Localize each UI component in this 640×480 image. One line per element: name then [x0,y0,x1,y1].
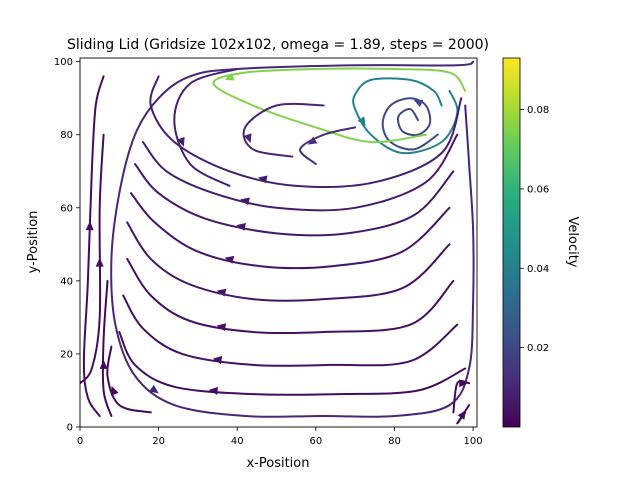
colorbar-tick-label: 0.08 [527,105,549,116]
streamline-16 [80,133,105,385]
colorbar-tick-label: 0.06 [527,184,549,195]
x-tick-label: 80 [388,436,401,447]
streamline-arrow-16 [95,257,104,267]
streamline-11 [118,331,467,396]
x-tick-label: 60 [309,436,322,447]
y-tick-label: 60 [60,203,73,214]
streamline-arrow-7 [224,255,235,264]
y-tick-label: 40 [60,276,73,287]
streamline-7 [130,192,451,270]
streamline-10 [122,294,459,367]
y-tick-label: 20 [60,349,73,360]
streamlines [80,60,475,425]
y-axis-label: y-Position [26,211,41,274]
streamline-6 [134,163,455,237]
streamline-arrow-5 [240,197,250,206]
streamline-arrow-6 [236,222,246,231]
y-tick-label: 0 [67,423,73,434]
streamline-arrow-13 [243,133,252,144]
streamline-1 [352,77,459,155]
streamline-arrow-17 [99,359,108,369]
colorbar [502,57,521,428]
streamline-arrow-18 [111,385,119,396]
streamline-15 [82,75,105,417]
colorbar-tick-label: 0.04 [527,264,549,275]
x-tick-label: 100 [464,436,483,447]
streamline-arrow-2 [224,73,235,81]
streamline-12 [173,68,239,187]
x-axis-label: x-Position [246,456,309,471]
x-tick-label: 20 [152,436,165,447]
streamline-8 [126,221,451,302]
streamline-arrow-8 [216,288,227,297]
x-tick-label: 0 [77,436,83,447]
x-axis-ticks: 0 20 40 60 80 100 [77,427,483,447]
plot-frame [79,57,478,428]
streamline-arrow-10 [212,356,223,364]
streamline-arrow-19 [457,409,466,420]
streamline-arrow-1 [357,116,366,127]
streamline-arrow-15 [85,221,94,231]
streamline-9 [126,257,455,335]
y-tick-label: 80 [60,130,73,141]
streamline-14 [299,126,357,165]
y-tick-label: 100 [54,57,73,68]
streamline-4 [149,75,463,188]
streamline-arrow-11 [208,386,218,395]
streamline-18 [106,345,152,414]
streamline-arrow-12 [177,136,185,147]
colorbar-ticks: 0.02 0.04 0.06 0.08 [520,105,549,354]
y-axis-ticks: 0 20 40 60 80 100 [54,57,80,434]
streamline-20 [452,380,471,414]
streamline-arrow-3 [149,384,159,394]
colorbar-tick-label: 0.02 [527,343,549,354]
x-tick-label: 40 [231,436,244,447]
streamline-5 [141,133,459,212]
streamline-arrow-20 [459,379,469,388]
streamline-0 [381,97,439,151]
streamline-2 [212,67,467,144]
streamline-arrow-4 [257,175,268,184]
chart-title: Sliding Lid (Gridsize 102x102, omega = 1… [67,37,489,53]
streamline-arrow-0 [413,99,424,108]
colorbar-label: Velocity [565,217,580,268]
streamline-13 [242,102,325,158]
streamline-arrow-9 [216,323,227,332]
streamline-arrow-14 [307,136,318,145]
